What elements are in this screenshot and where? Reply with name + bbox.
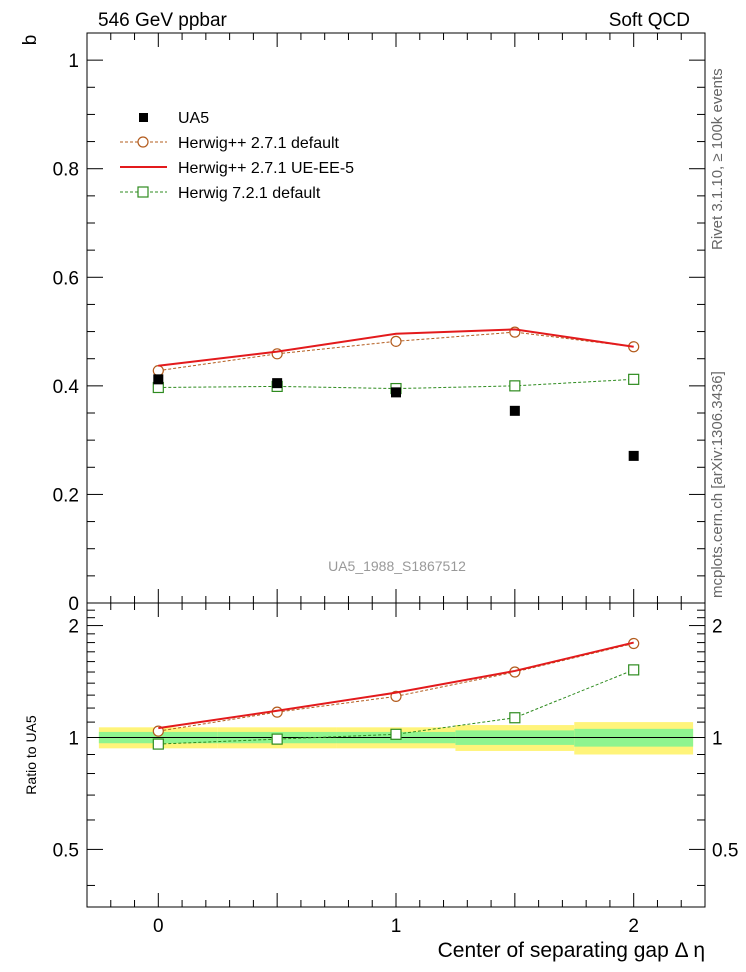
- watermark-label: UA5_1988_S1867512: [328, 558, 466, 574]
- data-point: [272, 378, 283, 389]
- ratio-axis-ticks: 0 1 2 0.5 0.5 1 1 2 2: [53, 603, 738, 937]
- x-axis-label: Center of separating gap Δ η: [438, 939, 705, 962]
- main-ylabel: b: [20, 35, 41, 46]
- rivet-label: Rivet 3.1.10, ≥ 100k events: [709, 68, 726, 250]
- main-ytick-label: 0: [68, 594, 79, 615]
- ratio-point-herwig-7-2-1-default: [509, 712, 521, 724]
- ratio-ytick-label-left: 2: [68, 617, 79, 638]
- ratio-ytick-label-left: 1: [68, 728, 79, 749]
- data-point: [153, 374, 164, 385]
- ratio-ytick-label-right: 2: [712, 617, 723, 638]
- main-ytick-label: 0.6: [53, 268, 79, 289]
- ratio-point-herwig-7-2-1-default: [390, 728, 402, 740]
- main-ytick-label: 0.4: [53, 377, 80, 398]
- legend-item-herwigpp-default: Herwig++ 2.7.1 default: [120, 135, 340, 152]
- main-panel: 0 0.2 0.4 0.6 0.8 1 b UA5_1988_S1867512: [20, 32, 706, 615]
- data-point: [391, 387, 401, 398]
- ratio-ytick-label-right: 1: [712, 728, 723, 749]
- ratio-point-herwig-7-2-1-default: [152, 738, 164, 750]
- ratio-line-herwigpp-2-7-1-ue-ee-5: [158, 641, 634, 730]
- x-tick-label: 2: [628, 916, 639, 937]
- ratio-panel: 0 1 2 0.5 0.5 1 1 2 2 Ratio to UA5: [23, 602, 738, 937]
- header-right: Soft QCD: [609, 10, 690, 31]
- ratio-point-herwig-7-2-1-default: [271, 733, 283, 745]
- main-plot-area: [152, 326, 640, 461]
- data-point: [628, 450, 639, 461]
- data-point: [509, 405, 520, 416]
- header-left: 546 GeV ppbar: [98, 10, 228, 31]
- legend-herwig7-default-marker: [137, 186, 149, 198]
- main-ytick-label: 0.8: [53, 160, 79, 181]
- legend-data-marker: [139, 113, 148, 122]
- main-axis-ticks: 0 0.2 0.4 0.6 0.8 1: [53, 33, 705, 615]
- main-point-herwigpp-2-7-1-default: [390, 335, 402, 347]
- legend-item-data: UA5: [139, 110, 209, 127]
- legend: UA5 Herwig++ 2.7.1 default Herwig++ 2.7.…: [120, 110, 354, 202]
- main-line-herwigpp-2-7-1-ue-ee-5: [158, 328, 634, 367]
- ratio-ytick-label-left: 0.5: [53, 840, 79, 861]
- ratio-ytick-label-right: 0.5: [712, 840, 738, 861]
- main-ytick-label: 0.2: [53, 485, 79, 506]
- main-point-herwig-7-2-1-default: [628, 373, 640, 385]
- ratio-point-herwig-7-2-1-default: [628, 664, 640, 676]
- legend-data-label: UA5: [178, 110, 209, 127]
- main-ytick-label: 1: [68, 51, 79, 72]
- x-tick-label: 0: [153, 916, 164, 937]
- ratio-ylabel: Ratio to UA5: [23, 715, 39, 795]
- main-point-herwig-7-2-1-default: [509, 380, 521, 392]
- legend-herwigpp-default-label: Herwig++ 2.7.1 default: [178, 135, 340, 152]
- legend-item-herwig7-default: Herwig 7.2.1 default: [120, 185, 321, 202]
- x-tick-label: 1: [391, 916, 402, 937]
- legend-herwig7-default-label: Herwig 7.2.1 default: [178, 185, 321, 202]
- mcplots-label: mcplots.cern.ch [arXiv:1306.3436]: [709, 371, 726, 598]
- main-line-herwigpp-2-7-1-default: [158, 331, 634, 372]
- legend-herwigpp-ueee5-label: Herwig++ 2.7.1 UE-EE-5: [178, 160, 354, 177]
- legend-item-herwigpp-ueee5: Herwig++ 2.7.1 UE-EE-5: [120, 160, 354, 177]
- legend-herwigpp-default-marker: [137, 136, 149, 148]
- main-point-herwigpp-2-7-1-default: [152, 365, 164, 377]
- ratio-plot-area: [87, 637, 705, 755]
